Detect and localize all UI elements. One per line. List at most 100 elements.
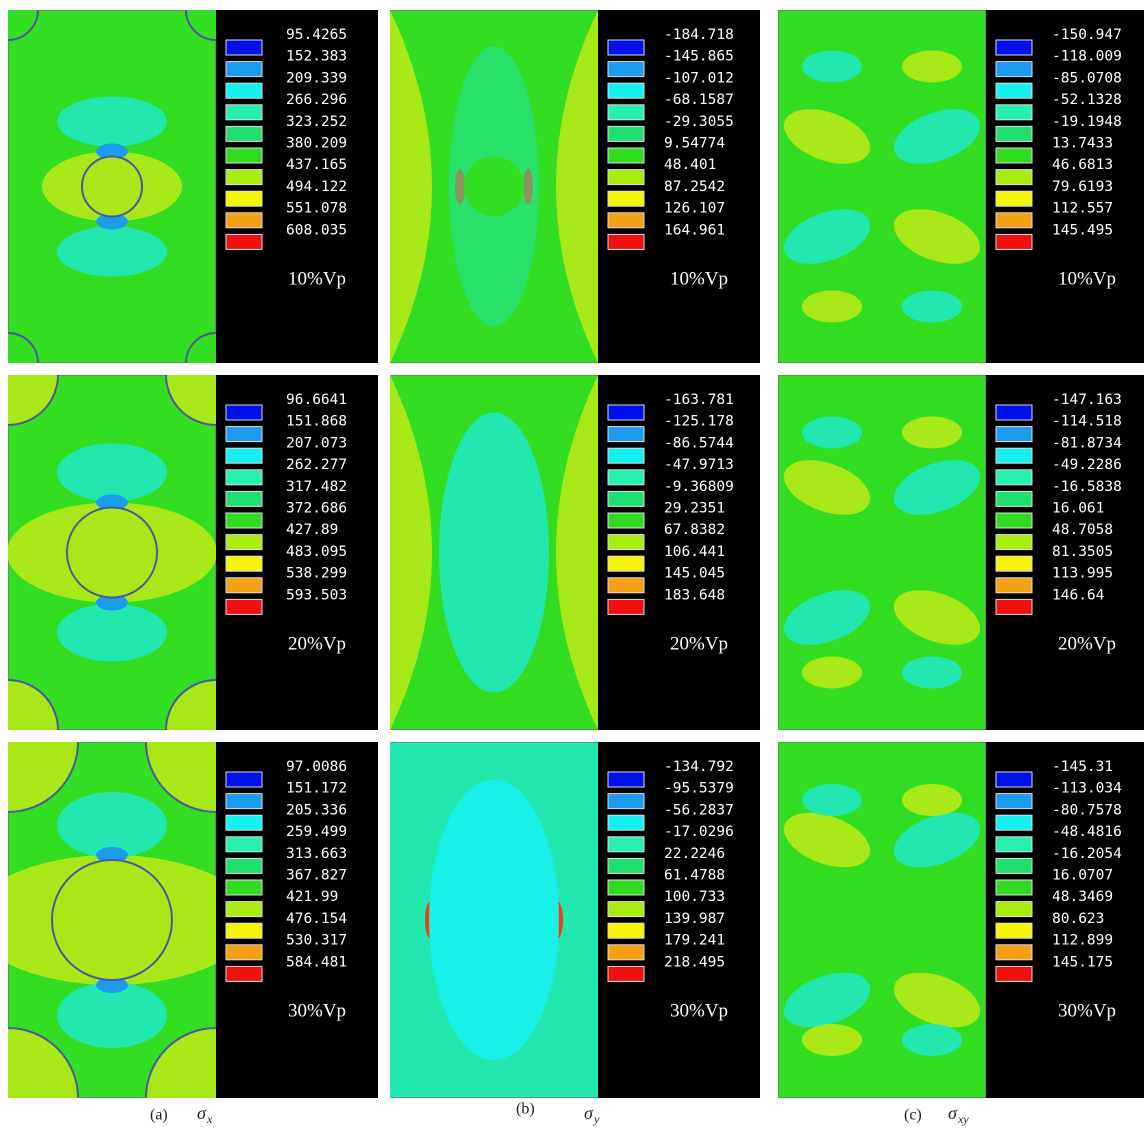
- legend-value: 106.441: [664, 544, 725, 560]
- legend-value: 551.078: [286, 201, 347, 217]
- lobe: [902, 1024, 962, 1056]
- legend-value: -49.2286: [1052, 457, 1122, 473]
- legend-swatch: [608, 902, 644, 917]
- legend-value: -134.792: [664, 759, 734, 775]
- legend-value: 584.481: [286, 954, 347, 970]
- hole: [82, 157, 142, 217]
- legend-value: 205.336: [286, 802, 347, 818]
- lobe: [902, 784, 962, 816]
- legend-swatch: [608, 578, 644, 593]
- legend-swatch: [608, 191, 644, 206]
- legend-swatch: [996, 599, 1032, 614]
- legend-value: 266.296: [286, 92, 347, 108]
- legend-value: 146.64: [1052, 587, 1105, 603]
- page: {"rows": [ [{"legend": ["95.4265","152.3…: [0, 0, 1144, 1137]
- legend-swatch: [608, 858, 644, 873]
- legend-value: 16.0707: [1052, 868, 1113, 884]
- legend-swatch: [996, 191, 1032, 206]
- legend-value: -17.0296: [664, 824, 734, 840]
- legend-value: 9.54774: [664, 136, 725, 152]
- load-label: 10%Vp: [670, 268, 728, 289]
- legend-value: 139.987: [664, 911, 725, 927]
- legend-value: -16.5838: [1052, 479, 1122, 495]
- legend-value: 437.165: [286, 157, 347, 173]
- legend-swatch: [226, 556, 262, 571]
- legend-value: -147.163: [1052, 392, 1122, 408]
- legend-value: 494.122: [286, 179, 347, 195]
- legend-swatch: [226, 62, 262, 77]
- contour-plot: [777, 375, 988, 730]
- legend-swatch: [996, 148, 1032, 163]
- legend-value: 593.503: [286, 587, 347, 603]
- legend-value: -163.781: [664, 392, 734, 408]
- legend-swatch: [608, 126, 644, 141]
- legend-swatch: [226, 535, 262, 550]
- caption-symbol: σ: [948, 1103, 958, 1123]
- legend-swatch: [608, 599, 644, 614]
- blob: [57, 227, 167, 277]
- blob: [57, 604, 167, 662]
- legend-swatch: [226, 923, 262, 938]
- legend-swatch: [996, 945, 1032, 960]
- legend-value: -68.1587: [664, 92, 734, 108]
- legend-swatch: [996, 234, 1032, 249]
- legend-value: 80.623: [1052, 911, 1104, 927]
- legend-swatch: [996, 126, 1032, 141]
- legend-value: 151.172: [286, 781, 347, 797]
- lobe: [902, 417, 962, 449]
- legend-swatch: [226, 470, 262, 485]
- legend-swatch: [226, 126, 262, 141]
- legend-value: 317.482: [286, 479, 347, 495]
- legend-value: 259.499: [286, 824, 347, 840]
- legend-value: 112.557: [1052, 201, 1113, 217]
- load-label: 30%Vp: [670, 1000, 728, 1021]
- legend-value: 67.8382: [664, 522, 725, 538]
- legend-swatch: [996, 448, 1032, 463]
- legend-value: 421.99: [286, 889, 338, 905]
- legend-swatch: [226, 448, 262, 463]
- legend-swatch: [996, 923, 1032, 938]
- legend-swatch: [996, 213, 1032, 228]
- legend-value: 380.209: [286, 136, 347, 152]
- legend-swatch: [608, 213, 644, 228]
- caption-subscript: x: [206, 1112, 213, 1126]
- load-label: 20%Vp: [670, 633, 728, 654]
- legend-swatch: [226, 513, 262, 528]
- legend-swatch: [226, 794, 262, 809]
- legend-value: 608.035: [286, 222, 347, 238]
- legend-swatch: [608, 470, 644, 485]
- legend-swatch: [608, 170, 644, 185]
- legend-swatch: [226, 105, 262, 120]
- legend-value: -47.9713: [664, 457, 734, 473]
- legend-swatch: [226, 966, 262, 981]
- legend-swatch: [608, 491, 644, 506]
- legend-swatch: [226, 427, 262, 442]
- legend-value: 207.073: [286, 435, 347, 451]
- legend-swatch: [608, 794, 644, 809]
- legend-swatch: [996, 405, 1032, 420]
- legend-value: 126.107: [664, 201, 725, 217]
- legend-swatch: [226, 837, 262, 852]
- legend-swatch: [608, 923, 644, 938]
- caption-label: (c): [904, 1107, 922, 1124]
- lobe: [802, 1024, 862, 1056]
- legend-value: 530.317: [286, 933, 347, 949]
- legend-swatch: [608, 880, 644, 895]
- legend-value: 96.6641: [286, 392, 347, 408]
- legend-swatch: [996, 815, 1032, 830]
- load-label: 20%Vp: [288, 633, 346, 654]
- legend-swatch: [226, 83, 262, 98]
- legend-swatch: [608, 772, 644, 787]
- legend-swatch: [996, 772, 1032, 787]
- load-label: 20%Vp: [1058, 633, 1116, 654]
- legend-value: -16.2054: [1052, 846, 1122, 862]
- legend-swatch: [996, 837, 1032, 852]
- lobe: [802, 417, 862, 449]
- legend-value: -29.3055: [664, 114, 734, 130]
- legend-value: 113.995: [1052, 566, 1113, 582]
- legend-value: 46.6813: [1052, 157, 1113, 173]
- caption-subscript: xy: [957, 1112, 969, 1126]
- caption-symbol: σ: [197, 1103, 207, 1123]
- load-label: 30%Vp: [288, 1000, 346, 1021]
- legend-swatch: [608, 837, 644, 852]
